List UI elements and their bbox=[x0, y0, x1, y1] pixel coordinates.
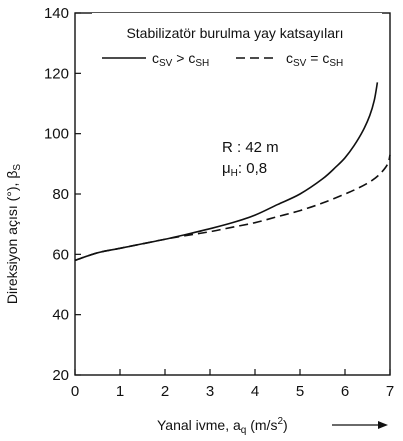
x-tick-label: 7 bbox=[386, 383, 394, 400]
legend: Stabilizatör burulma yay katsayıları cSV… bbox=[92, 13, 382, 81]
y-tick-label: 60 bbox=[52, 246, 69, 263]
legend-background bbox=[92, 13, 382, 81]
x-tick-label: 4 bbox=[251, 383, 259, 400]
x-tick-label: 0 bbox=[71, 383, 79, 400]
x-tick-label: 2 bbox=[161, 383, 169, 400]
annotation-radius: R : 42 m bbox=[222, 139, 279, 156]
y-tick-label: 140 bbox=[44, 5, 69, 22]
y-axis-title: Direksiyon açısı (°), βS bbox=[4, 164, 23, 304]
y-tick-label: 100 bbox=[44, 126, 69, 143]
x-tick-label: 1 bbox=[116, 383, 124, 400]
y-tick-label: 20 bbox=[52, 367, 69, 384]
annotation-background bbox=[214, 132, 314, 176]
series-line-dashed bbox=[74, 154, 391, 262]
x-axis-arrow bbox=[332, 421, 388, 429]
legend-entry-dashed: cSV = cSH bbox=[286, 50, 343, 69]
x-tick-label: 5 bbox=[296, 383, 304, 400]
x-tick-label: 6 bbox=[341, 383, 349, 400]
y-tick-label: 80 bbox=[52, 186, 69, 203]
legend-entry-solid: cSV > cSH bbox=[152, 50, 209, 69]
y-tick-label: 40 bbox=[52, 307, 69, 324]
annotation-friction: μH: 0,8 bbox=[222, 160, 267, 179]
series-line-solid bbox=[74, 82, 379, 262]
legend-title: Stabilizatör burulma yay katsayıları bbox=[126, 25, 343, 41]
annotation: R : 42 m μH: 0,8 bbox=[214, 132, 314, 179]
y-ticks: 20 40 60 80 100 120 140 bbox=[44, 5, 81, 384]
x-axis-title: Yanal ivme, aq (m/s2) bbox=[157, 416, 288, 436]
x-tick-label: 3 bbox=[206, 383, 214, 400]
x-ticks: 0 1 2 3 4 5 6 7 bbox=[71, 369, 394, 400]
y-tick-label: 120 bbox=[44, 65, 69, 82]
series-layer bbox=[74, 82, 391, 262]
